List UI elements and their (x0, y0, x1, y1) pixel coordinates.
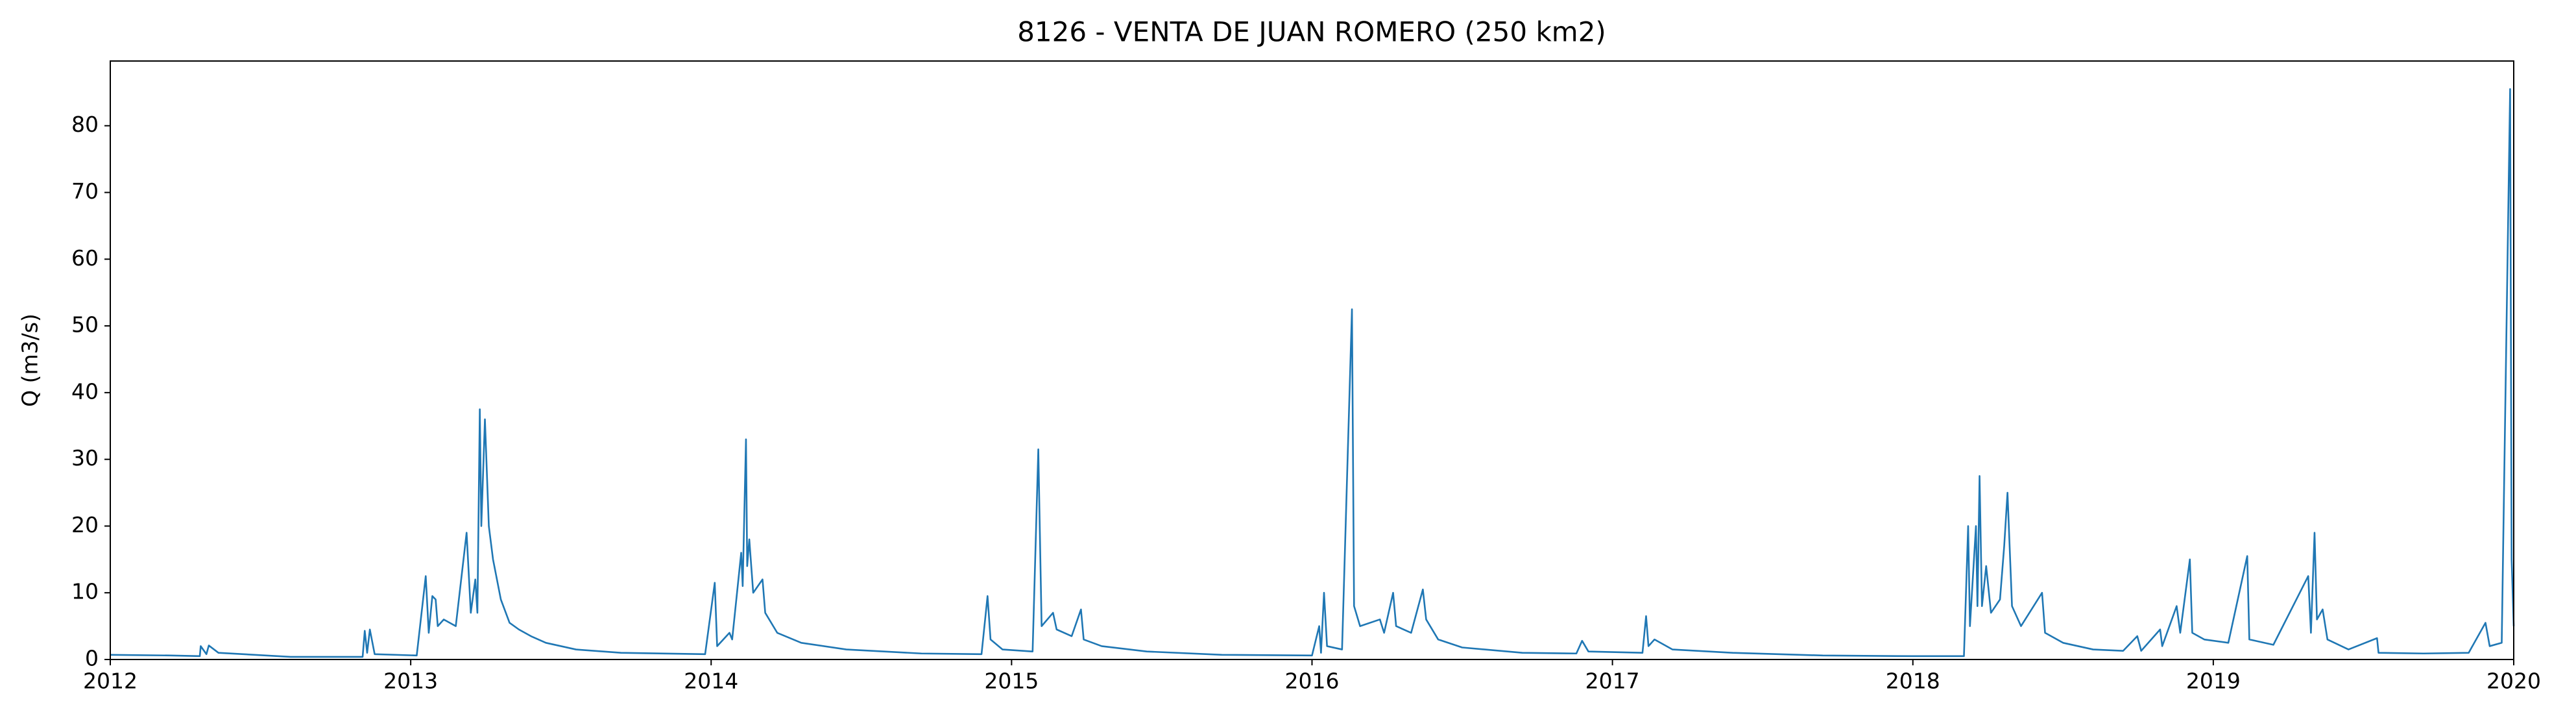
x-tick-label: 2017 (1585, 669, 1640, 694)
plot-frame (110, 60, 2514, 660)
x-tick-label: 2012 (83, 669, 138, 694)
x-tick-label: 2019 (2186, 669, 2241, 694)
y-tick-label: 80 (71, 112, 99, 137)
y-tick-label: 20 (71, 512, 99, 537)
x-tick-label: 2020 (2486, 669, 2541, 694)
y-tick-label: 30 (71, 445, 99, 471)
chart-title: 8126 - VENTA DE JUAN ROMERO (250 km2) (1017, 16, 1606, 48)
x-tick-label: 2015 (984, 669, 1039, 694)
y-tick-label: 70 (71, 179, 99, 204)
data-line (110, 88, 2515, 658)
x-tick-label: 2016 (1285, 669, 1340, 694)
x-tick-label: 2013 (383, 669, 438, 694)
x-tick-label: 2018 (1886, 669, 1940, 694)
y-tick-label: 50 (71, 312, 99, 338)
y-tick-label: 0 (85, 646, 99, 671)
y-tick-label: 10 (71, 579, 99, 604)
y-axis-label: Q (m3/s) (18, 314, 43, 407)
y-tick-label: 60 (71, 245, 99, 271)
x-tick-label: 2014 (684, 669, 738, 694)
y-tick-label: 40 (71, 378, 99, 404)
